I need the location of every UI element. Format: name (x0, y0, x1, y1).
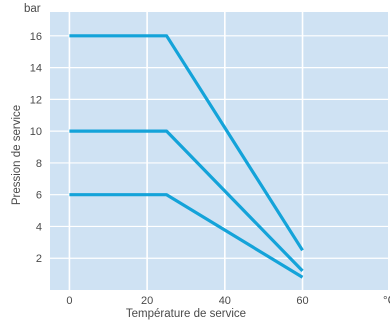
series-line (69, 129, 304, 273)
y-unit-label: bar (24, 3, 41, 15)
x-axis-label: Température de service (126, 308, 246, 320)
y-axis-label: Pression de service (11, 105, 23, 205)
series-lines (69, 34, 304, 279)
x-tick-label: 0 (66, 295, 72, 307)
y-tick-label: 6 (36, 190, 42, 202)
y-tick-label: 2 (36, 253, 42, 265)
x-tick-label: 40 (219, 295, 231, 307)
series-line (69, 34, 304, 252)
tick-labels: 2 4 6 8 10 12 14 16 0 20 40 60 (30, 31, 309, 307)
x-tick-label: 20 (141, 295, 153, 307)
y-tick-label: 10 (30, 126, 42, 138)
y-tick-label: 14 (30, 63, 42, 75)
series-line (69, 193, 304, 279)
y-tick-label: 4 (36, 221, 42, 233)
y-tick-label: 12 (30, 94, 42, 106)
y-tick-label: 8 (36, 158, 42, 170)
plot-background (50, 12, 388, 290)
x-unit-label: °C (383, 295, 390, 307)
x-tick-label: 60 (296, 295, 308, 307)
y-tick-label: 16 (30, 31, 42, 43)
